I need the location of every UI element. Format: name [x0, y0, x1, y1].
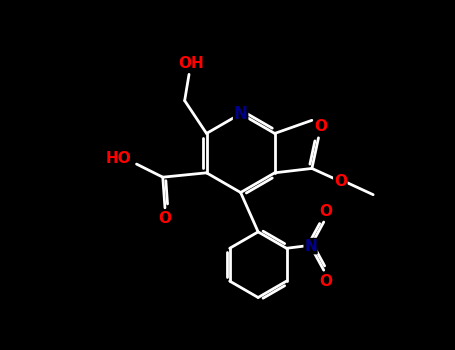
Text: N: N — [304, 239, 317, 254]
Text: O: O — [319, 204, 333, 219]
Text: O: O — [158, 211, 172, 226]
Text: O: O — [334, 174, 347, 189]
Text: HO: HO — [105, 151, 131, 166]
Text: N: N — [234, 105, 248, 123]
Text: OH: OH — [178, 56, 204, 71]
Text: O: O — [314, 119, 327, 134]
Text: O: O — [319, 274, 333, 289]
